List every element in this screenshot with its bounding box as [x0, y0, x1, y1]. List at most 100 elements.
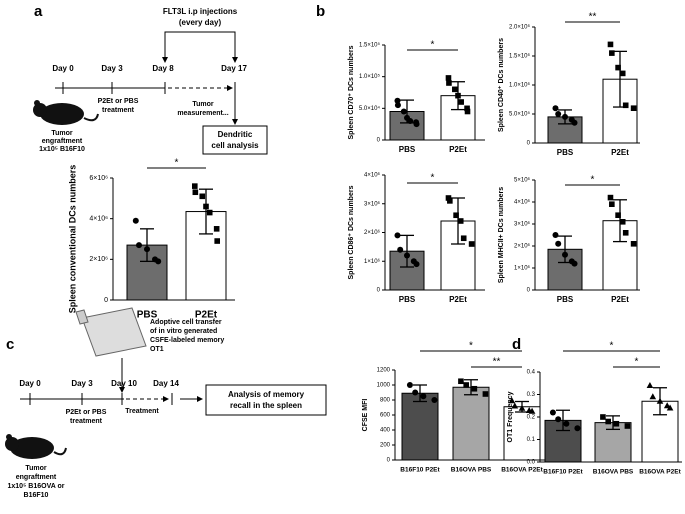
day-label: Day 3: [71, 379, 93, 388]
data-point: [453, 212, 459, 219]
data-point: [619, 219, 626, 225]
box: [205, 384, 327, 416]
y-tick-label: 800: [380, 398, 391, 404]
data-point: [464, 108, 471, 115]
y-axis-label: OT1 Frequency: [507, 391, 514, 442]
bracket: [164, 31, 236, 62]
y-axis-label: Spleen conventional DCs numbers: [67, 165, 77, 314]
data-point: [619, 70, 626, 77]
data-point: [552, 232, 559, 238]
data-point: [203, 203, 209, 210]
data-point: [136, 242, 142, 249]
diagram-text: cell analysis: [211, 141, 259, 150]
data-point: [571, 119, 578, 126]
significance-label: *: [431, 40, 435, 51]
data-point: [460, 235, 467, 242]
data-point: [528, 407, 536, 414]
data-point: [508, 397, 516, 404]
y-tick-label: 1.0×10⁶: [509, 82, 531, 89]
diagram-text: Adoptive cell transfer: [150, 319, 222, 326]
y-tick-label: 0: [527, 288, 531, 294]
x-tick-label: PBS: [557, 148, 574, 157]
y-tick-label: 4×10⁶: [514, 199, 531, 206]
panel-label: c: [6, 336, 14, 353]
x-tick-label: B16F10 P2Et: [400, 467, 440, 474]
y-tick-label: 4×10⁶: [364, 172, 381, 179]
data-point: [607, 41, 614, 48]
diagram-text: Tumor: [192, 101, 214, 108]
y-tick-label: 1×10⁶: [364, 258, 381, 265]
y-tick-label: 0: [104, 297, 108, 304]
data-point: [562, 113, 568, 120]
y-axis-label: Spleen CD86⁺ DCs numbers: [348, 185, 355, 279]
data-point: [609, 201, 615, 207]
data-point: [192, 189, 199, 196]
bar: [503, 406, 541, 461]
y-tick-label: 1.5×10⁵: [359, 42, 381, 49]
diagram-text: FLT3L i.p injections: [163, 7, 238, 16]
y-tick-label: 3×10⁶: [364, 200, 381, 207]
diagram-text: (every day): [179, 18, 222, 27]
y-tick-label: 400: [380, 428, 391, 434]
y-tick-label: 600: [380, 413, 391, 419]
y-tick-label: 4×10⁶: [89, 216, 108, 223]
y-tick-label: 2×10⁶: [514, 243, 531, 250]
data-point: [649, 393, 657, 400]
x-tick-label: B16OVA PBS: [451, 467, 492, 474]
y-tick-label: 0: [387, 458, 391, 464]
data-point: [562, 251, 568, 258]
y-tick-label: 0: [527, 141, 531, 147]
y-axis-label: Spleen MHCII+ DCs numbers: [498, 187, 505, 283]
y-axis-label: Spleen CD70⁺ DCs numbers: [348, 45, 355, 139]
diagram-text: treatment: [102, 107, 135, 114]
data-point: [609, 50, 615, 56]
data-point: [445, 195, 452, 201]
data-point: [463, 382, 469, 388]
data-point: [468, 241, 475, 247]
data-point: [155, 258, 162, 265]
data-point: [615, 212, 621, 218]
significance-label: *: [431, 173, 435, 184]
x-tick-label: P2Et: [611, 295, 629, 304]
day-label: Day 3: [101, 64, 123, 73]
data-point: [624, 423, 631, 429]
data-point: [413, 261, 420, 268]
y-tick-label: 0.1: [527, 437, 536, 443]
box: [202, 125, 268, 155]
diagram-text: Dendritic: [218, 130, 253, 139]
bar: [452, 386, 490, 461]
data-point: [622, 102, 629, 109]
y-tick-label: 0.2: [527, 415, 536, 421]
data-point: [394, 97, 401, 104]
y-tick-label: 200: [380, 443, 391, 449]
y-tick-label: 0: [377, 138, 381, 144]
data-point: [394, 102, 401, 109]
data-point: [206, 209, 213, 216]
panel-label: a: [34, 3, 43, 20]
data-point: [407, 118, 414, 124]
data-point: [458, 378, 464, 385]
data-point: [400, 108, 407, 115]
significance-label: *: [591, 175, 595, 186]
x-tick-label: B16F10 P2Et: [543, 469, 583, 476]
diagram-text: treatment: [70, 418, 103, 425]
data-point: [471, 385, 478, 392]
data-point: [213, 226, 220, 232]
data-point: [571, 260, 578, 267]
diagram-text: Tumor: [25, 465, 47, 472]
panel-label: b: [316, 3, 325, 20]
y-axis-label: Spleen CD40⁺ DCs numbers: [498, 38, 505, 132]
flask: [81, 307, 147, 357]
data-point: [199, 193, 206, 200]
data-point: [420, 393, 427, 400]
data-point: [605, 418, 611, 425]
y-tick-label: 1×10⁶: [514, 265, 531, 272]
x-tick-label: B16OVA PBS: [593, 469, 634, 476]
y-tick-label: 2×10⁶: [364, 229, 381, 236]
data-point: [518, 404, 526, 411]
y-tick-label: 5×10⁶: [514, 177, 531, 184]
y-tick-label: 2×10⁶: [89, 256, 108, 263]
timeline-a: FLT3L i.p injections (every day) Day 0 D…: [33, 7, 268, 155]
diagram-text: P2Et or PBS: [98, 98, 139, 105]
